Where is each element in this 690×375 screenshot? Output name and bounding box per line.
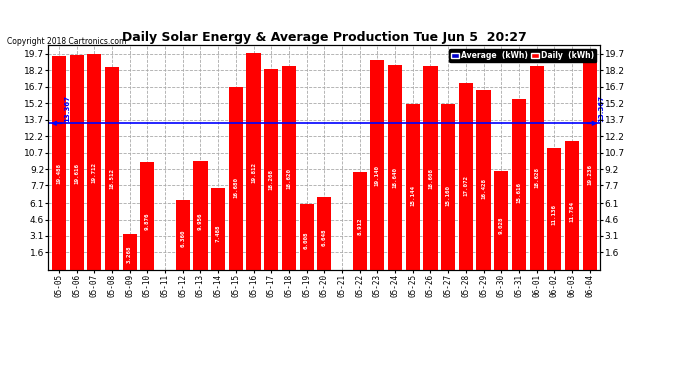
- Text: 3.268: 3.268: [127, 245, 132, 262]
- Bar: [353, 172, 367, 270]
- Bar: [52, 56, 66, 270]
- Text: 6.008: 6.008: [304, 232, 309, 249]
- Text: 13.367: 13.367: [64, 94, 70, 122]
- Bar: [371, 60, 384, 270]
- Bar: [282, 66, 296, 270]
- Text: 19.712: 19.712: [92, 162, 97, 183]
- Bar: [424, 66, 437, 270]
- Bar: [547, 148, 562, 270]
- Legend: Average  (kWh), Daily  (kWh): Average (kWh), Daily (kWh): [449, 49, 596, 62]
- Text: 6.360: 6.360: [180, 230, 185, 248]
- Text: 11.136: 11.136: [552, 204, 557, 225]
- Text: 9.876: 9.876: [145, 213, 150, 230]
- Text: 9.028: 9.028: [499, 217, 504, 234]
- Text: 15.160: 15.160: [446, 184, 451, 206]
- Text: 16.680: 16.680: [233, 177, 238, 198]
- Text: 18.512: 18.512: [110, 168, 115, 189]
- Bar: [529, 66, 544, 270]
- Bar: [388, 65, 402, 270]
- Bar: [193, 161, 208, 270]
- Text: 19.616: 19.616: [74, 163, 79, 184]
- Bar: [87, 54, 101, 270]
- Bar: [459, 82, 473, 270]
- Bar: [477, 90, 491, 270]
- Text: 18.608: 18.608: [428, 168, 433, 189]
- Bar: [565, 141, 579, 270]
- Text: 8.912: 8.912: [357, 217, 362, 235]
- Bar: [176, 200, 190, 270]
- Bar: [123, 234, 137, 270]
- Text: 17.072: 17.072: [464, 175, 469, 196]
- Title: Daily Solar Energy & Average Production Tue Jun 5  20:27: Daily Solar Energy & Average Production …: [122, 31, 526, 44]
- Bar: [406, 104, 420, 270]
- Bar: [70, 55, 83, 270]
- Text: 9.956: 9.956: [198, 212, 203, 230]
- Text: 19.812: 19.812: [251, 162, 256, 183]
- Bar: [299, 204, 314, 270]
- Bar: [317, 197, 331, 270]
- Text: 7.488: 7.488: [216, 224, 221, 242]
- Bar: [105, 67, 119, 270]
- Bar: [246, 53, 261, 270]
- Bar: [140, 162, 155, 270]
- Bar: [582, 59, 597, 270]
- Text: 11.784: 11.784: [569, 201, 575, 222]
- Text: 18.268: 18.268: [268, 169, 274, 190]
- Bar: [264, 69, 278, 270]
- Bar: [211, 188, 225, 270]
- Bar: [512, 99, 526, 270]
- Text: 15.144: 15.144: [411, 185, 415, 206]
- Text: 18.628: 18.628: [534, 168, 539, 189]
- Bar: [494, 171, 509, 270]
- Text: Copyright 2018 Cartronics.com: Copyright 2018 Cartronics.com: [7, 38, 126, 46]
- Text: 19.140: 19.140: [375, 165, 380, 186]
- Text: 6.648: 6.648: [322, 228, 327, 246]
- Text: 19.488: 19.488: [57, 163, 61, 184]
- Text: 18.640: 18.640: [393, 167, 397, 188]
- Text: 18.620: 18.620: [286, 168, 291, 189]
- Text: 13.367: 13.367: [598, 94, 604, 122]
- Bar: [441, 104, 455, 270]
- Text: 16.428: 16.428: [481, 178, 486, 200]
- Bar: [229, 87, 243, 270]
- Text: 19.236: 19.236: [587, 165, 592, 186]
- Text: 15.616: 15.616: [516, 182, 522, 203]
